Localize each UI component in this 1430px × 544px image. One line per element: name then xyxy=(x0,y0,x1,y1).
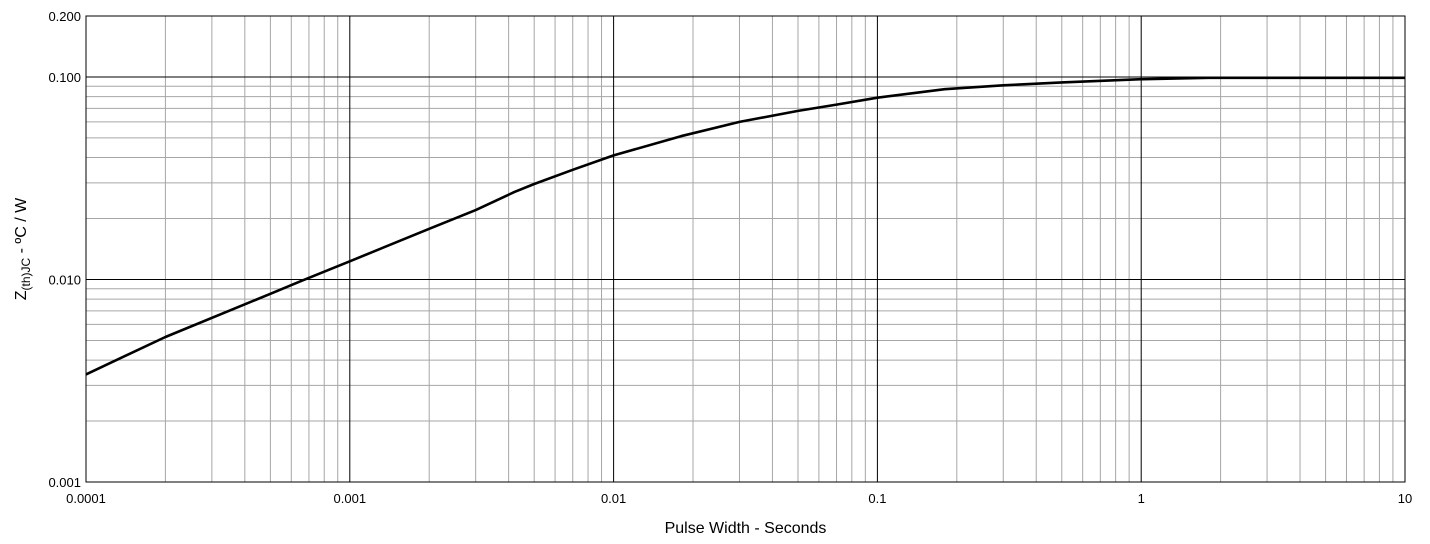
y-tick-label: 0.010 xyxy=(48,272,81,287)
y-axis-title-subscript: (th)JC xyxy=(19,257,33,290)
x-tick-label: 10 xyxy=(1398,491,1412,506)
y-axis-title: Z(th)JC - ºC / W xyxy=(13,197,33,300)
x-axis-title: Pulse Width - Seconds xyxy=(665,520,827,537)
x-tick-label: 0.0001 xyxy=(66,491,106,506)
x-tick-label: 0.001 xyxy=(334,491,367,506)
y-tick-label: 0.200 xyxy=(48,9,81,24)
x-tick-labels: 0.0001 0.001 0.01 0.1 1 10 xyxy=(66,491,1412,506)
series-line xyxy=(85,76,1405,376)
y-axis-title-main: Z xyxy=(13,290,30,300)
y-tick-label: 0.100 xyxy=(48,70,81,85)
y-axis-title-suffix: - ºC / W xyxy=(13,197,30,258)
y-tick-labels: 0.001 0.010 0.100 0.200 xyxy=(48,9,81,490)
x-tick-label: 0.1 xyxy=(868,491,886,506)
y-tick-label: 0.001 xyxy=(48,475,81,490)
x-tick-label: 0.01 xyxy=(601,491,626,506)
minor-gridlines xyxy=(86,16,1405,482)
plot-area-frame xyxy=(85,15,1406,483)
x-tick-label: 1 xyxy=(1138,491,1145,506)
